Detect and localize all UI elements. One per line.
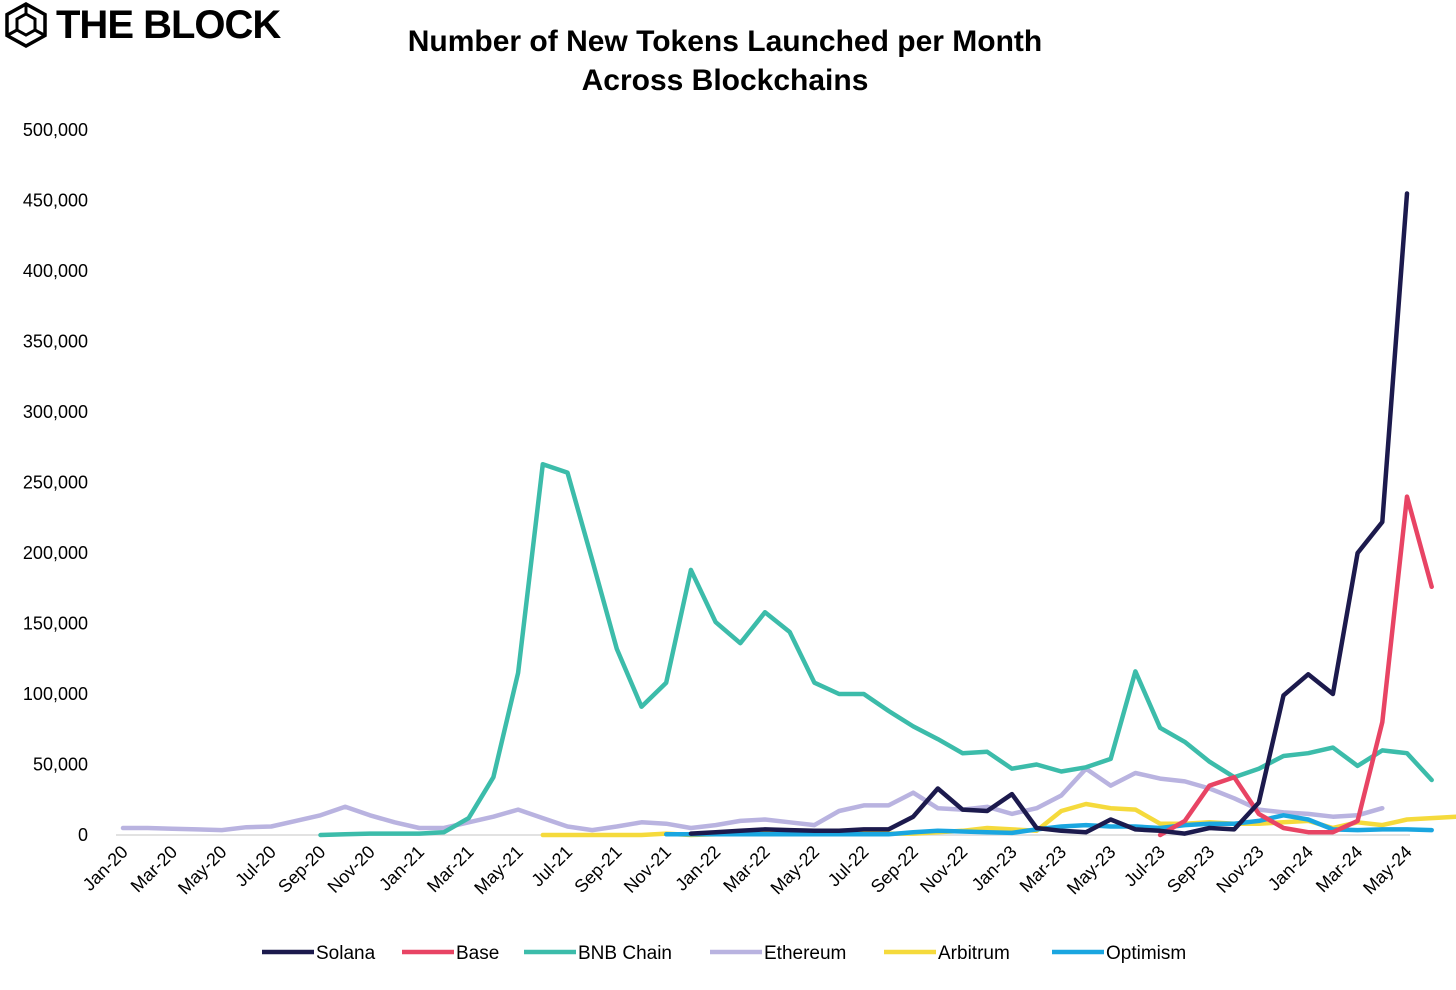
legend-label: Ethereum [764,943,846,964]
y-tick-label: 450,000 [23,191,88,211]
legend-item-solana: Solana [262,943,376,964]
cube-icon [5,2,47,48]
y-tick-label: 50,000 [33,755,88,775]
x-tick-label: May-21 [470,842,527,899]
legend-label: Solana [316,943,376,964]
legend-label: Optimism [1106,943,1186,964]
x-tick-label: Jan-21 [375,842,428,895]
legend: Solana Base BNB Chain Ethereum Arbitrum Optim… [262,943,1186,964]
x-tick-label: Sep-21 [570,842,625,897]
x-tick-label: Sep-23 [1163,842,1218,897]
x-tick-label: May-24 [1359,842,1416,899]
legend-item-ethereum: Ethereum [710,943,846,964]
x-tick-label: Mar-24 [1312,842,1366,896]
x-tick-label: Nov-22 [916,842,971,897]
series-line-bnb-chain [318,461,1434,838]
chart-title: Number of New Tokens Launched per Month … [300,22,1150,100]
x-tick-label: Mar-22 [719,842,773,896]
x-tick-label: Jul-23 [1120,842,1169,891]
legend-label: BNB Chain [578,943,672,964]
y-tick-label: 150,000 [23,614,88,634]
series-lines [120,191,1456,838]
series-line-base [1157,494,1434,838]
series-line-ethereum [120,766,1385,833]
x-tick-label: Jul-22 [824,842,873,891]
x-tick-label: Jan-22 [671,842,724,895]
y-tick-label: 400,000 [23,261,88,281]
x-tick-label: Mar-23 [1016,842,1070,896]
x-tick-label: Jan-24 [1264,842,1317,895]
x-tick-label: Nov-23 [1212,842,1267,897]
x-tick-label: Jan-23 [968,842,1021,895]
x-tick-label: May-22 [767,842,824,899]
legend-item-optimism: Optimism [1052,943,1186,964]
y-tick-label: 300,000 [23,402,88,422]
legend-item-bnb-chain: BNB Chain [524,943,672,964]
legend-label: Base [456,943,499,964]
x-tick-label: Nov-21 [620,842,675,897]
x-tick-label: Jul-20 [231,842,280,891]
series-line-solana [688,191,1410,836]
y-tick-label: 100,000 [23,684,88,704]
brand-logo: THE BLOCK [0,0,281,50]
x-tick-label: Jul-21 [527,842,576,891]
x-tick-label: Sep-20 [274,842,329,897]
y-tick-label: 250,000 [23,473,88,493]
y-tick-label: 350,000 [23,332,88,352]
x-tick-label: May-20 [174,842,231,899]
x-tick-label: Sep-22 [867,842,922,897]
legend-item-arbitrum: Arbitrum [884,943,1010,964]
chart-title-line-2: Across Blockchains [581,64,869,97]
brand-name: THE BLOCK [56,3,281,47]
y-tick-label: 0 [78,825,88,845]
x-tick-label: May-23 [1063,842,1120,899]
y-tick-label: 500,000 [23,120,88,140]
y-tick-label: 200,000 [23,543,88,563]
y-axis: 0 50,000 100,000 150,000 200,000 250,000 300,0… [23,120,88,845]
legend-item-base: Base [402,943,499,964]
chart-title-line-1: Number of New Tokens Launched per Month [407,25,1043,58]
x-tick-label: Mar-21 [423,842,477,896]
legend-label: Arbitrum [938,943,1010,964]
x-tick-label: Mar-20 [127,842,181,896]
x-tick-label: Jan-20 [79,842,132,895]
x-tick-label: Nov-20 [324,842,379,897]
